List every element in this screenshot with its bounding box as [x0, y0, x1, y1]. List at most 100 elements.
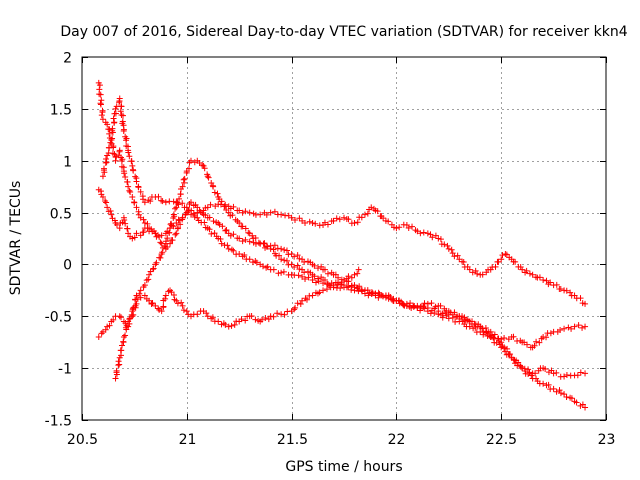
- data-point: [96, 82, 103, 89]
- data-point: [194, 311, 201, 318]
- data-points: [95, 79, 589, 411]
- data-point: [368, 290, 375, 297]
- data-point: [177, 191, 184, 198]
- data-point: [283, 247, 290, 254]
- data-point: [407, 300, 414, 307]
- data-point: [332, 271, 339, 278]
- data-point: [207, 201, 214, 208]
- data-point: [577, 295, 584, 302]
- data-point: [133, 204, 140, 211]
- data-point: [278, 256, 285, 263]
- data-point: [248, 313, 255, 320]
- data-point: [517, 264, 524, 271]
- data-point: [201, 219, 208, 226]
- data-point: [400, 302, 407, 309]
- data-point: [414, 228, 421, 235]
- data-point: [242, 208, 249, 215]
- data-point: [228, 246, 235, 253]
- data-point: [274, 310, 281, 317]
- data-point: [312, 279, 319, 286]
- data-point: [230, 247, 237, 254]
- data-point: [472, 267, 479, 274]
- data-point: [324, 221, 331, 228]
- data-point: [469, 318, 476, 325]
- data-point: [553, 281, 560, 288]
- data-point: [187, 157, 194, 164]
- data-point: [330, 282, 337, 289]
- data-point: [510, 333, 517, 340]
- data-point: [444, 242, 451, 249]
- data-point: [301, 269, 308, 276]
- data-point: [459, 313, 466, 320]
- data-point: [218, 198, 225, 205]
- data-point: [316, 289, 323, 296]
- data-point: [183, 308, 190, 315]
- data-point: [112, 375, 119, 382]
- data-point: [107, 207, 114, 214]
- data-point: [545, 381, 552, 388]
- data-point: [449, 250, 456, 257]
- data-point: [263, 264, 270, 271]
- data-point: [311, 273, 318, 280]
- data-point: [101, 165, 108, 172]
- data-point: [137, 294, 144, 301]
- data-point: [403, 300, 410, 307]
- y-tick-label: 2: [63, 51, 72, 67]
- data-point: [146, 271, 153, 278]
- data-point: [510, 356, 517, 363]
- data-point: [206, 226, 213, 233]
- data-point: [424, 230, 431, 237]
- data-point: [199, 161, 206, 168]
- data-point: [442, 309, 449, 316]
- data-point: [107, 139, 114, 146]
- data-point: [296, 215, 303, 222]
- data-point: [118, 314, 125, 321]
- data-point: [170, 292, 177, 299]
- data-point: [309, 276, 316, 283]
- data-point: [435, 308, 442, 315]
- data-point: [309, 219, 316, 226]
- data-point: [365, 292, 372, 299]
- data-point: [270, 313, 277, 320]
- data-point: [448, 246, 455, 253]
- data-point: [157, 239, 164, 246]
- data-point: [536, 274, 543, 281]
- data-point: [209, 314, 216, 321]
- data-point: [236, 235, 243, 242]
- data-point: [241, 252, 248, 259]
- data-point: [252, 234, 259, 241]
- data-point: [106, 130, 113, 137]
- data-point: [150, 266, 157, 273]
- data-point: [137, 188, 144, 195]
- data-point: [205, 174, 212, 181]
- data-point: [116, 313, 123, 320]
- data-point: [301, 259, 308, 266]
- data-point: [135, 184, 142, 191]
- data-point: [129, 194, 136, 201]
- data-point: [222, 227, 229, 234]
- data-point: [345, 216, 352, 223]
- data-point: [291, 253, 298, 260]
- data-point: [264, 263, 271, 270]
- data-point: [106, 322, 113, 329]
- data-point: [155, 193, 162, 200]
- data-point: [113, 221, 120, 228]
- data-point: [568, 325, 575, 332]
- data-point: [358, 214, 365, 221]
- x-axis-label: GPS time / hours: [285, 459, 402, 475]
- data-point: [382, 294, 389, 301]
- data-point: [311, 262, 318, 269]
- data-point: [125, 183, 132, 190]
- data-point: [147, 198, 154, 205]
- data-point: [255, 239, 262, 246]
- data-point: [203, 310, 210, 317]
- data-point: [414, 302, 421, 309]
- data-point: [375, 294, 382, 301]
- data-point: [531, 342, 538, 349]
- data-point: [533, 338, 540, 345]
- data-point: [543, 277, 550, 284]
- data-point: [246, 256, 253, 263]
- data-point: [361, 211, 368, 218]
- data-point: [512, 258, 519, 265]
